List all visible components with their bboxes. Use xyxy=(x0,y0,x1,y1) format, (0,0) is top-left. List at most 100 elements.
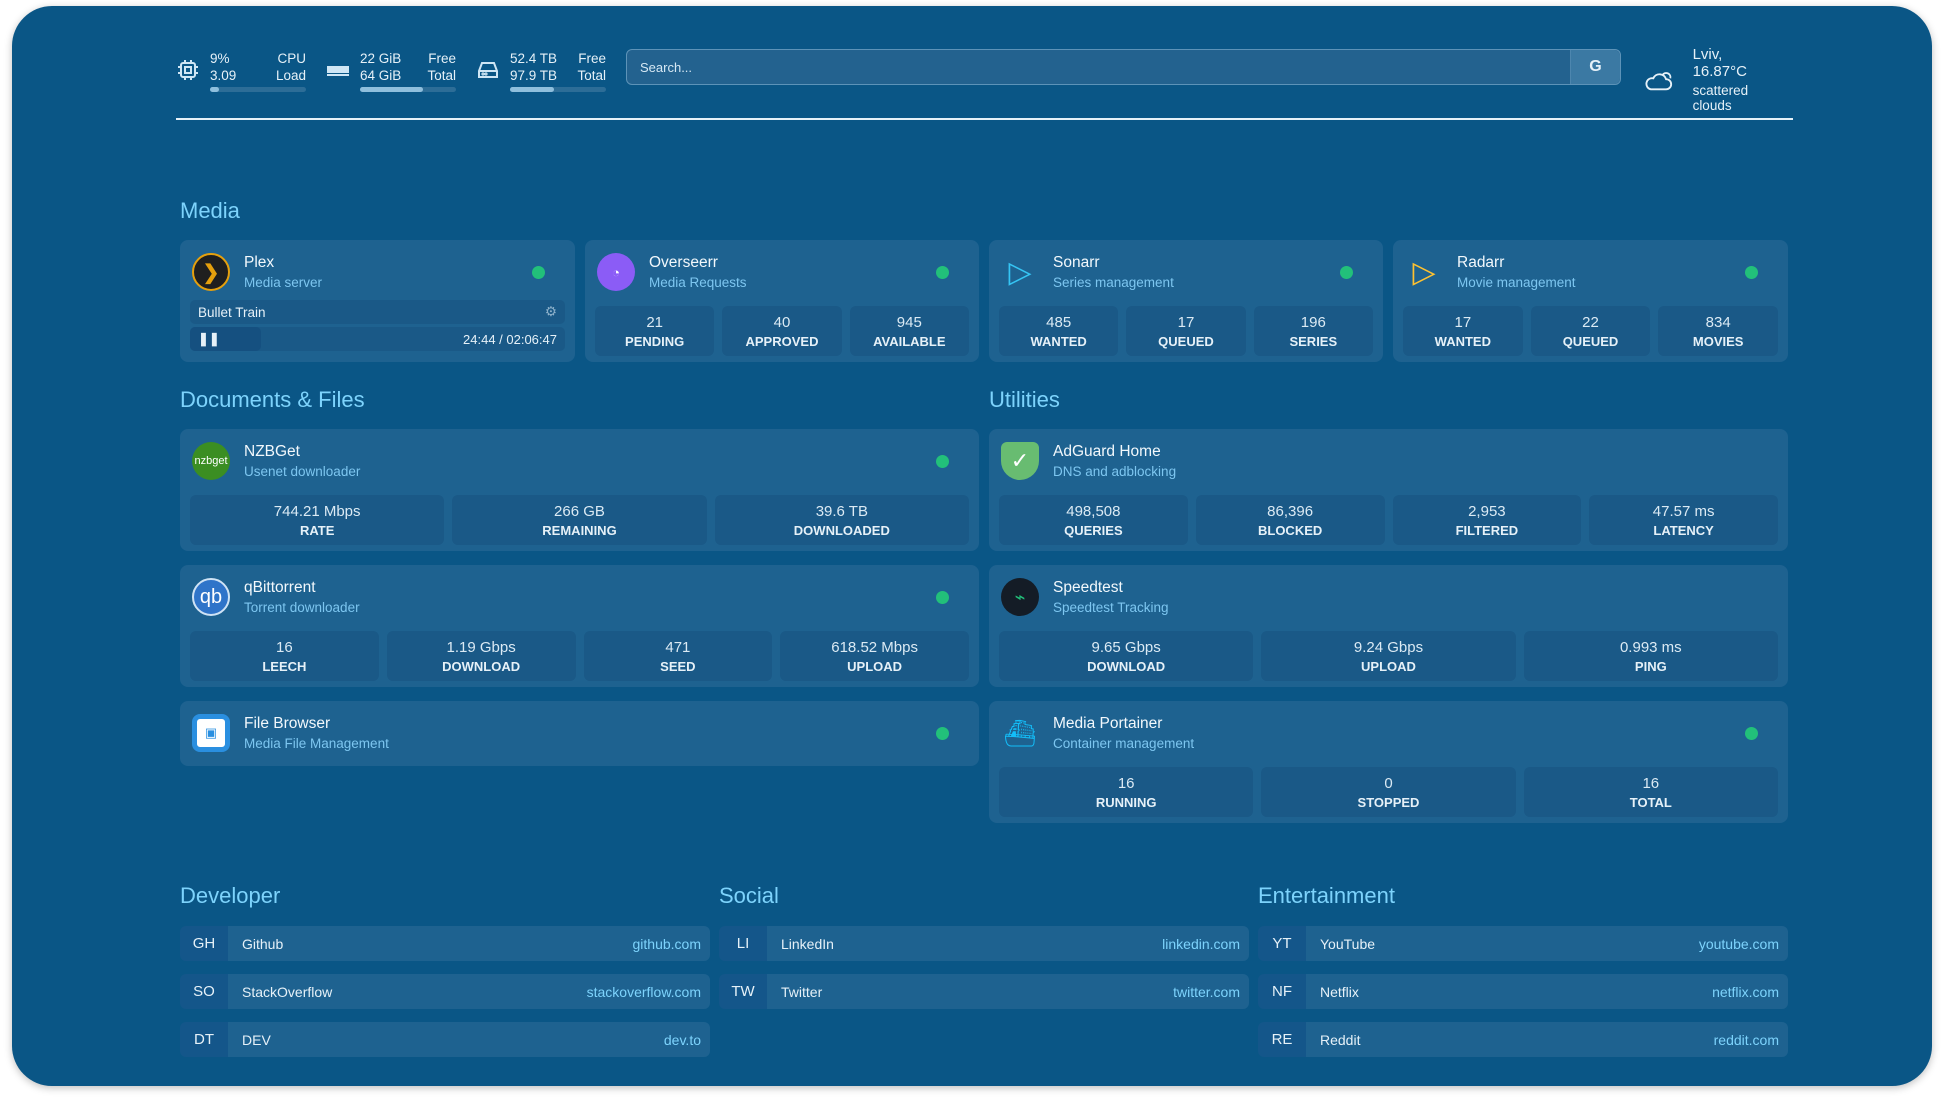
plex-card[interactable]: ❯ Plex Media server Bullet Train ⚙ ❚❚ 24:44 … xyxy=(180,240,575,362)
service-name: qBittorrent xyxy=(244,579,316,596)
qbittorrent-card[interactable]: qb qBittorrent Torrent downloader 16 LEECH 1.… xyxy=(180,565,979,687)
section-media: Media xyxy=(180,198,240,223)
stat-block: 485 WANTED xyxy=(999,306,1119,356)
bookmark-twitter[interactable]: TW Twitter twitter.com xyxy=(719,974,1249,1009)
radarr-icon: ▷ xyxy=(1412,255,1436,289)
stat-label: APPROVED xyxy=(745,334,819,349)
developer-bookmarks: GH Github github.com SO StackOverflow stackov… xyxy=(180,926,710,1070)
bookmark-url: twitter.com xyxy=(1173,983,1240,1000)
search-input[interactable]: Search... G xyxy=(626,49,1621,85)
radarr-card[interactable]: ▷ Radarr Movie management 17 WANTED 22 QUEUED 8… xyxy=(1393,240,1788,362)
service-desc: Media server xyxy=(244,275,323,290)
bookmark-abbr: LI xyxy=(719,926,767,961)
load-label: Load xyxy=(275,68,306,83)
cpu-bar xyxy=(210,87,306,92)
disk-free: 52.4 TB xyxy=(510,51,558,66)
stat-block: 1.19 Gbps DOWNLOAD xyxy=(386,631,576,681)
service-desc: Media Requests xyxy=(649,275,747,290)
service-name: Radarr xyxy=(1457,254,1505,271)
stat-block: 9.24 Gbps UPLOAD xyxy=(1261,631,1516,681)
bookmark-url: linkedin.com xyxy=(1162,935,1240,952)
stat-value: 40 xyxy=(773,314,791,331)
stat-block: 744.21 Mbps RATE xyxy=(190,495,445,545)
bookmark-abbr: YT xyxy=(1258,926,1306,961)
stat-label: AVAILABLE xyxy=(873,334,946,349)
stats-row: 21 PENDING 40 APPROVED 945 AVAILABLE xyxy=(595,306,969,356)
settings-icon[interactable]: ⚙ xyxy=(544,304,557,319)
status-dot xyxy=(936,266,949,279)
portainer-icon: ⛴ xyxy=(1003,717,1037,748)
stat-value: 21 xyxy=(646,314,663,331)
stat-block: 834 MOVIES xyxy=(1658,306,1779,356)
stat-label: SERIES xyxy=(1289,334,1338,349)
bookmark-stackoverflow[interactable]: SO StackOverflow stackoverflow.com xyxy=(180,974,710,1009)
stat-value: 22 xyxy=(1582,314,1599,331)
qbittorrent-icon: qb xyxy=(192,578,230,616)
speedtest-card[interactable]: ⌁ Speedtest Speedtest Tracking 9.65 Gbps DOW… xyxy=(989,565,1788,687)
stat-value: 266 GB xyxy=(554,503,605,520)
portainer-card[interactable]: ⛴ Media Portainer Container management 16 RU… xyxy=(989,701,1788,823)
plex-icon: ❯ xyxy=(192,253,230,291)
stat-value: 834 xyxy=(1705,314,1731,331)
status-dot xyxy=(936,455,949,468)
sonarr-card[interactable]: ▷ Sonarr Series management 485 WANTED 17 QUEUE… xyxy=(989,240,1383,362)
sonarr-icon: ▷ xyxy=(1008,255,1032,289)
stats-row: 485 WANTED 17 QUEUED 196 SERIES xyxy=(999,306,1373,356)
service-name: NZBGet xyxy=(244,443,300,460)
stat-label: BLOCKED xyxy=(1257,523,1323,538)
bookmark-netflix[interactable]: NF Netflix netflix.com xyxy=(1258,974,1788,1009)
bookmark-name: StackOverflow xyxy=(242,983,333,1000)
bookmark-youtube[interactable]: YT YouTube youtube.com xyxy=(1258,926,1788,961)
stat-block: 86,396 BLOCKED xyxy=(1195,495,1385,545)
section-social: Social xyxy=(719,883,779,908)
total-label: Total xyxy=(577,68,606,83)
stat-value: 498,508 xyxy=(1066,503,1121,520)
cloud-icon xyxy=(1645,71,1673,90)
adguard-card[interactable]: ✓ AdGuard Home DNS and adblocking 498,508 QU… xyxy=(989,429,1788,551)
stat-label: SEED xyxy=(660,659,696,674)
now-playing-title: Bullet Train xyxy=(198,304,266,320)
service-desc: Movie management xyxy=(1457,275,1576,290)
overseerr-card[interactable]: ◔ Overseerr Media Requests 21 PENDING 40 APPRO… xyxy=(585,240,979,362)
stat-label: QUEUED xyxy=(1562,334,1619,349)
bookmark-name: Reddit xyxy=(1320,1031,1361,1048)
stat-value: 1.19 Gbps xyxy=(446,639,516,656)
bookmark-dev[interactable]: DT DEV dev.to xyxy=(180,1022,710,1057)
search-engine-button[interactable]: G xyxy=(1570,50,1620,84)
bookmark-url: netflix.com xyxy=(1712,983,1779,1000)
nzbget-card[interactable]: nzbget NZBGet Usenet downloader 744.21 Mbps… xyxy=(180,429,979,551)
stat-label: PENDING xyxy=(625,334,685,349)
stat-label: LATENCY xyxy=(1653,523,1714,538)
stat-value: 16 xyxy=(1117,775,1135,792)
stat-label: QUERIES xyxy=(1064,523,1123,538)
service-name: File Browser xyxy=(244,715,331,732)
stat-label: DOWNLOAD xyxy=(1087,659,1166,674)
filebrowser-card[interactable]: ▣ File Browser Media File Management xyxy=(180,701,979,766)
pause-icon[interactable]: ❚❚ xyxy=(198,331,220,346)
cpu-label: CPU xyxy=(277,51,306,66)
service-name: AdGuard Home xyxy=(1053,443,1161,460)
stat-block: 0 STOPPED xyxy=(1261,767,1516,817)
bookmark-abbr: GH xyxy=(180,926,228,961)
stat-value: 0 xyxy=(1384,775,1393,792)
stat-label: REMAINING xyxy=(542,523,617,538)
stat-value: 9.24 Gbps xyxy=(1353,639,1424,656)
bookmark-reddit[interactable]: RE Reddit reddit.com xyxy=(1258,1022,1788,1057)
bookmark-name: Github xyxy=(242,935,284,952)
stat-label: QUEUED xyxy=(1158,334,1214,349)
stat-label: WANTED xyxy=(1030,334,1087,349)
stat-value: 471 xyxy=(665,639,691,656)
social-bookmarks: LI LinkedIn linkedin.com TW Twitter twitter.c… xyxy=(719,926,1249,1022)
section-developer: Developer xyxy=(180,883,281,908)
status-dot xyxy=(936,727,949,740)
stat-block: 16 RUNNING xyxy=(999,767,1254,817)
memory-total: 64 GiB xyxy=(360,68,402,83)
bookmark-github[interactable]: GH Github github.com xyxy=(180,926,710,961)
stat-label: TOTAL xyxy=(1629,795,1672,810)
stat-label: UPLOAD xyxy=(1361,659,1416,674)
bookmark-linkedin[interactable]: LI LinkedIn linkedin.com xyxy=(719,926,1249,961)
bookmark-abbr: DT xyxy=(180,1022,228,1057)
stat-value: 618.52 Mbps xyxy=(831,639,918,656)
stat-block: 498,508 QUERIES xyxy=(999,495,1188,545)
service-desc: DNS and adblocking xyxy=(1053,464,1177,479)
